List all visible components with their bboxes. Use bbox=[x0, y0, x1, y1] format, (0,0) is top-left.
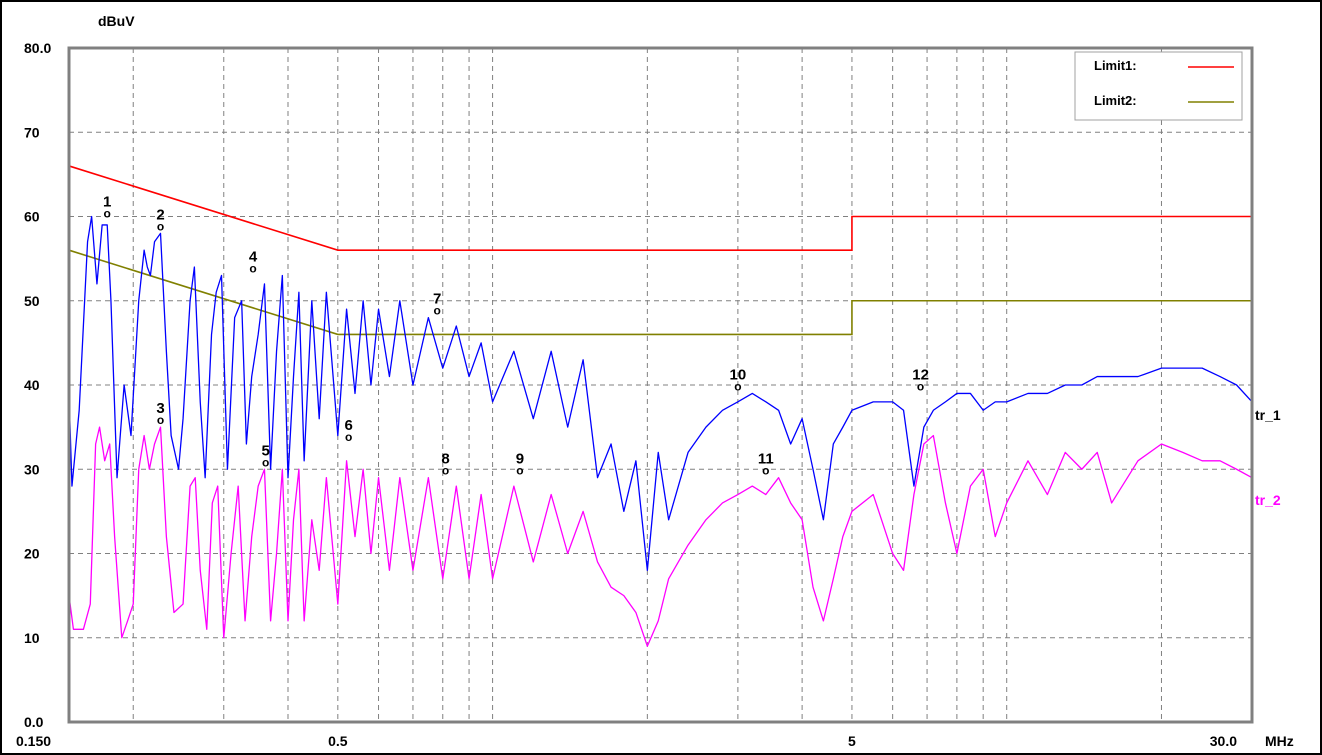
y-axis-ticks: 0.0 10 20 30 40 50 60 70 80.0 bbox=[24, 40, 51, 730]
series-line-tr1 bbox=[68, 215, 1253, 571]
y-tick-label: 60 bbox=[24, 209, 40, 225]
peak-marker-symbol: o bbox=[442, 464, 449, 478]
legend-limit1-label: Limit1: bbox=[1094, 58, 1137, 73]
y-tick-label: 40 bbox=[24, 377, 40, 393]
peak-marker-symbol: o bbox=[157, 413, 164, 427]
data-series bbox=[68, 215, 1253, 647]
y-tick-label: 30 bbox=[24, 461, 40, 477]
peak-marker-label: 2 bbox=[156, 206, 164, 223]
limit2-line bbox=[68, 249, 1252, 336]
x-tick-label: 30.0 bbox=[1210, 733, 1237, 749]
peak-marker-label: 4 bbox=[249, 248, 258, 265]
y-tick-label: 0.0 bbox=[24, 714, 44, 730]
peak-marker-label: 11 bbox=[758, 451, 774, 468]
grid-lines bbox=[69, 48, 1252, 722]
peak-marker-label: 8 bbox=[441, 451, 449, 468]
y-axis-unit: dBuV bbox=[98, 13, 135, 29]
peak-marker-label: 9 bbox=[516, 451, 524, 468]
peak-marker-label: 1 bbox=[103, 194, 111, 211]
y-tick-label: 50 bbox=[24, 293, 40, 309]
legend: Limit1: Limit2: bbox=[1074, 51, 1243, 121]
limit1-line bbox=[68, 165, 1252, 251]
legend-limit2-label: Limit2: bbox=[1094, 93, 1137, 108]
peak-marker-symbol: o bbox=[104, 207, 111, 221]
peak-marker-symbol: o bbox=[516, 464, 523, 478]
limit-lines bbox=[68, 165, 1252, 336]
legend-box bbox=[1074, 51, 1243, 121]
plot-border bbox=[67, 46, 1254, 724]
x-axis-unit: MHz bbox=[1265, 733, 1294, 749]
peak-marker-label: 10 bbox=[730, 366, 747, 383]
y-tick-label: 70 bbox=[24, 124, 40, 140]
series-line-tr2 bbox=[68, 426, 1253, 647]
peak-marker-symbol: o bbox=[734, 379, 741, 393]
x-tick-label: 5 bbox=[848, 733, 856, 749]
y-tick-label: 10 bbox=[24, 630, 40, 646]
peak-marker-symbol: o bbox=[433, 304, 440, 318]
x-axis-ticks: 0.150 0.5 5 30.0 bbox=[16, 733, 1237, 749]
peak-marker-symbol: o bbox=[249, 261, 256, 275]
x-tick-label: 0.150 bbox=[16, 733, 51, 749]
peak-marker-symbol: o bbox=[762, 464, 769, 478]
peak-marker-symbol: o bbox=[345, 430, 352, 444]
y-tick-label: 80.0 bbox=[24, 40, 51, 56]
peak-marker-symbol: o bbox=[917, 379, 924, 393]
x-tick-label: 0.5 bbox=[328, 733, 348, 749]
peak-marker-label: 6 bbox=[345, 417, 353, 434]
series-label-tr1: tr_1 bbox=[1255, 407, 1281, 423]
peak-marker-symbol: o bbox=[262, 455, 269, 469]
peak-marker-symbol: o bbox=[157, 219, 164, 233]
peak-marker-label: 5 bbox=[262, 442, 270, 459]
peak-marker-label: 3 bbox=[156, 400, 164, 417]
y-tick-label: 20 bbox=[24, 546, 40, 562]
peak-marker-label: 7 bbox=[433, 291, 441, 308]
peak-marker-label: 12 bbox=[912, 366, 929, 383]
series-label-tr2: tr_2 bbox=[1255, 492, 1281, 508]
